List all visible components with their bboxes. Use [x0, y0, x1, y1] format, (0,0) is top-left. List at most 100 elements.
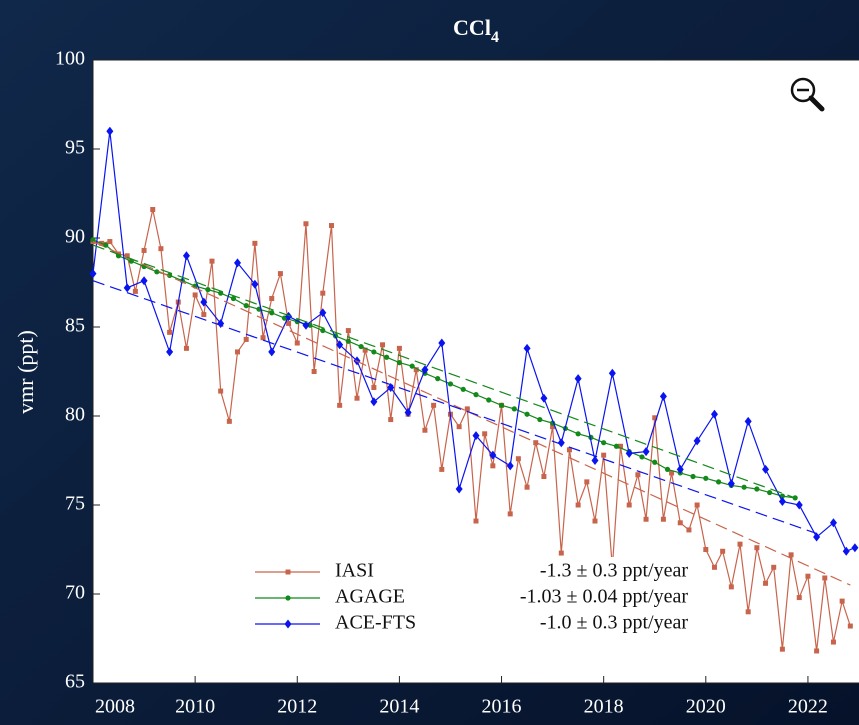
marker-square [456, 424, 462, 430]
marker-diamond [421, 365, 429, 375]
marker-square [464, 406, 470, 412]
marker-dot [320, 327, 326, 334]
marker-diamond [455, 484, 463, 494]
marker-square [235, 349, 241, 355]
marker-dot [511, 406, 517, 412]
marker-dot [269, 310, 275, 316]
marker-square [260, 335, 266, 341]
marker-square [286, 320, 292, 326]
marker-square [141, 247, 147, 253]
marker-square [771, 564, 777, 570]
y-tick-label: 70 [65, 582, 85, 604]
marker-square [328, 223, 334, 229]
marker-dot [703, 475, 709, 481]
marker-square [124, 253, 130, 259]
marker-square [337, 402, 343, 408]
marker-square [252, 240, 258, 246]
marker-square [201, 312, 207, 318]
x-tick-label: 2008 [95, 696, 135, 718]
marker-square [635, 472, 641, 478]
x-tick-label: 2012 [277, 696, 317, 718]
marker-dot [460, 386, 466, 392]
marker-diamond [659, 391, 667, 401]
marker-dot [639, 454, 645, 460]
marker-square [822, 575, 828, 581]
trend-line [92, 280, 817, 535]
marker-square [413, 367, 419, 373]
marker-diamond [523, 343, 531, 353]
marker-diamond [106, 126, 114, 136]
marker-square [482, 431, 488, 437]
marker-dot [498, 402, 505, 408]
marker-square [584, 479, 590, 485]
marker-square [566, 447, 572, 453]
marker-square [507, 511, 513, 517]
marker-square [677, 520, 683, 526]
marker-square [303, 221, 309, 227]
marker-diamond [489, 450, 497, 460]
marker-square [728, 584, 734, 590]
marker-diamond [778, 496, 786, 506]
marker-square [431, 402, 437, 408]
marker-square [269, 296, 275, 302]
marker-square [660, 516, 666, 522]
marker-square [592, 518, 598, 524]
marker-dot [537, 416, 543, 423]
marker-dot [664, 466, 671, 472]
marker-dot [285, 595, 291, 601]
marker-dot [779, 493, 786, 499]
marker-square [192, 292, 198, 298]
marker-dot [154, 269, 160, 275]
marker-dot [473, 392, 479, 398]
marker-dot [435, 376, 441, 382]
legend-trend-label: -1.03 ± 0.04 ppt/year [520, 586, 689, 608]
marker-diamond [762, 464, 770, 474]
marker-diamond [472, 431, 480, 441]
marker-square [371, 385, 377, 391]
y-tick-label: 95 [65, 137, 85, 159]
marker-square [439, 466, 445, 472]
marker-diamond [710, 409, 718, 419]
marker-dot [243, 303, 249, 309]
legend-label: AGAGE [335, 586, 405, 608]
x-tick-label: 2016 [482, 696, 522, 718]
marker-diamond [234, 258, 242, 268]
marker-square [550, 424, 556, 430]
marker-square [362, 347, 368, 353]
x-tick-label: 2018 [584, 696, 624, 718]
marker-diamond [268, 347, 276, 357]
title-subscript: 4 [491, 29, 499, 46]
marker-diamond [813, 532, 821, 542]
marker-diamond [370, 397, 378, 407]
marker-dot [754, 486, 760, 492]
marker-diamond [200, 297, 208, 307]
marker-diamond [829, 518, 837, 528]
marker-dot [690, 473, 696, 480]
marker-square [847, 623, 853, 629]
x-tick-label: 2022 [788, 696, 828, 718]
zoom-out-button[interactable] [790, 77, 825, 112]
marker-square [158, 246, 164, 252]
x-tick-label: 2010 [175, 696, 215, 718]
marker-diamond [251, 279, 259, 289]
marker-diamond [140, 276, 148, 286]
marker-diamond [319, 308, 327, 318]
marker-square [311, 369, 317, 374]
marker-square [805, 573, 811, 579]
marker-dot [396, 360, 402, 366]
marker-dot [358, 343, 364, 350]
marker-square [814, 648, 820, 654]
marker-square [575, 502, 581, 508]
marker-dot [524, 411, 530, 417]
marker-square [167, 329, 173, 335]
marker-square [354, 395, 360, 401]
marker-dot [409, 363, 415, 369]
marker-square [618, 443, 624, 449]
marker-square [626, 502, 632, 508]
marker-dot [90, 237, 96, 243]
marker-dot [345, 338, 351, 344]
legend-label: ACE-FTS [335, 612, 416, 634]
marker-square [150, 207, 156, 213]
